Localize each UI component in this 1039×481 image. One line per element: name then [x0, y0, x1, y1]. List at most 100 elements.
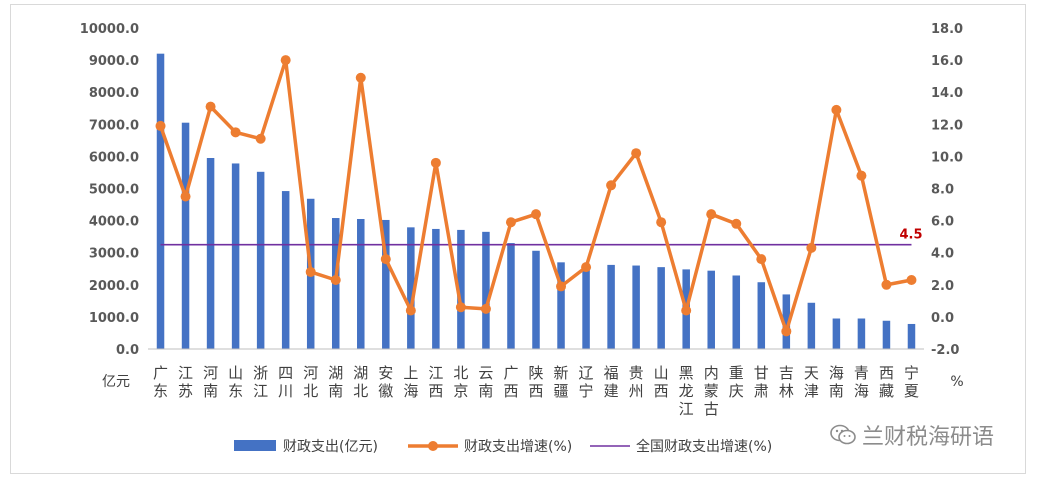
bar [156, 53, 165, 350]
bar [382, 219, 390, 349]
right-axis-tick-label: 12.0 [931, 118, 963, 133]
bar [807, 302, 816, 349]
category-label: 山西 [654, 364, 669, 400]
category-label: 海南 [829, 364, 844, 400]
category-label: 山东 [228, 364, 243, 400]
bar [582, 265, 590, 349]
category-label: 江西 [428, 364, 443, 400]
bar [782, 294, 791, 349]
growth-point [531, 209, 541, 220]
growth-point [455, 302, 466, 313]
growth-point [505, 217, 516, 228]
left-axis-tick-label: 5000.0 [89, 183, 139, 198]
bar [181, 122, 190, 349]
bar [532, 250, 540, 349]
category-label: 上海 [403, 364, 418, 400]
growth-point [906, 274, 917, 285]
bar [707, 270, 715, 349]
growth-point [881, 279, 892, 290]
category-label: 湖北 [353, 364, 368, 400]
reference-line-label: 4.5 [899, 228, 922, 243]
right-axis-tick-label: 10.0 [931, 150, 963, 165]
right-axis-tick-label: 4.0 [931, 247, 954, 262]
category-label: 安徽 [378, 364, 393, 400]
left-axis-tick-label: 6000.0 [89, 150, 139, 165]
left-axis-unit: 亿元 [102, 374, 130, 390]
category-label: 福建 [604, 364, 619, 400]
category-label: 贵州 [629, 364, 644, 400]
growth-point [380, 254, 391, 265]
growth-point [305, 266, 316, 277]
right-axis-tick-label: 0.0 [931, 311, 954, 326]
bar [907, 323, 916, 349]
right-axis-tick-label: 18.0 [931, 22, 963, 37]
left-axis-tick-label: 9000.0 [89, 54, 139, 69]
growth-point [706, 209, 717, 220]
category-label: 陕西 [528, 364, 543, 400]
bar [507, 243, 515, 349]
growth-point [255, 133, 266, 144]
bar [632, 265, 640, 349]
left-axis-tick-label: 7000.0 [89, 118, 139, 133]
category-label: 西藏 [879, 364, 894, 400]
chart-frame [10, 4, 1026, 474]
growth-point [606, 180, 617, 191]
right-axis-tick-label: 8.0 [931, 183, 954, 198]
category-label: 浙江 [253, 364, 268, 400]
right-axis-tick-label: 6.0 [931, 215, 954, 230]
legend-label-reference: 全国财政支出增速(%) [636, 438, 772, 455]
growth-point [831, 104, 842, 115]
growth-point [230, 127, 241, 138]
bar [732, 275, 741, 349]
category-label: 云南 [478, 364, 493, 400]
bar [882, 320, 891, 349]
bar [832, 318, 841, 349]
growth-point [180, 191, 191, 202]
category-label: 重庆 [729, 364, 744, 400]
left-axis-tick-label: 4000.0 [89, 215, 139, 230]
legend-swatch-bars [234, 440, 276, 451]
growth-point [205, 101, 216, 112]
category-label: 甘肃 [754, 364, 769, 400]
growth-point [430, 157, 441, 168]
bar [857, 318, 866, 349]
category-label: 新疆 [554, 364, 569, 400]
bar [557, 262, 565, 349]
category-label: 河南 [203, 364, 218, 400]
bar [432, 228, 440, 349]
category-label: 江苏 [178, 364, 193, 400]
right-axis-tick-label: 2.0 [931, 279, 954, 294]
growth-point [731, 218, 742, 229]
category-label: 湖南 [328, 364, 343, 400]
right-axis-unit: % [950, 374, 963, 390]
category-label: 宁夏 [904, 364, 919, 400]
growth-point [656, 217, 667, 228]
bar [256, 171, 265, 349]
category-label: 广西 [503, 364, 518, 400]
category-label: 广东 [153, 364, 168, 400]
left-axis-tick-label: 10000.0 [80, 22, 139, 37]
bar [407, 227, 415, 349]
growth-point [856, 170, 867, 181]
category-label: 吉林 [779, 364, 794, 400]
left-axis-tick-label: 3000.0 [89, 247, 139, 262]
wechat-icon [830, 424, 856, 445]
bar [607, 264, 615, 349]
left-axis-tick-label: 0.0 [116, 343, 139, 358]
watermark-text: 兰财税海研语 [862, 425, 995, 450]
right-axis-tick-label: 16.0 [931, 54, 963, 69]
left-axis-tick-label: 1000.0 [89, 311, 139, 326]
legend-marker-line [428, 441, 438, 451]
left-axis-tick-label: 8000.0 [89, 86, 139, 101]
bar [206, 158, 215, 349]
bar [757, 282, 766, 349]
bar [482, 231, 490, 349]
bar [457, 229, 465, 349]
category-label: 北京 [453, 364, 468, 400]
growth-point [681, 305, 692, 316]
growth-point [405, 305, 416, 316]
category-label: 辽宁 [579, 364, 594, 400]
category-label: 四川 [278, 364, 293, 400]
category-label: 天津 [804, 364, 819, 400]
